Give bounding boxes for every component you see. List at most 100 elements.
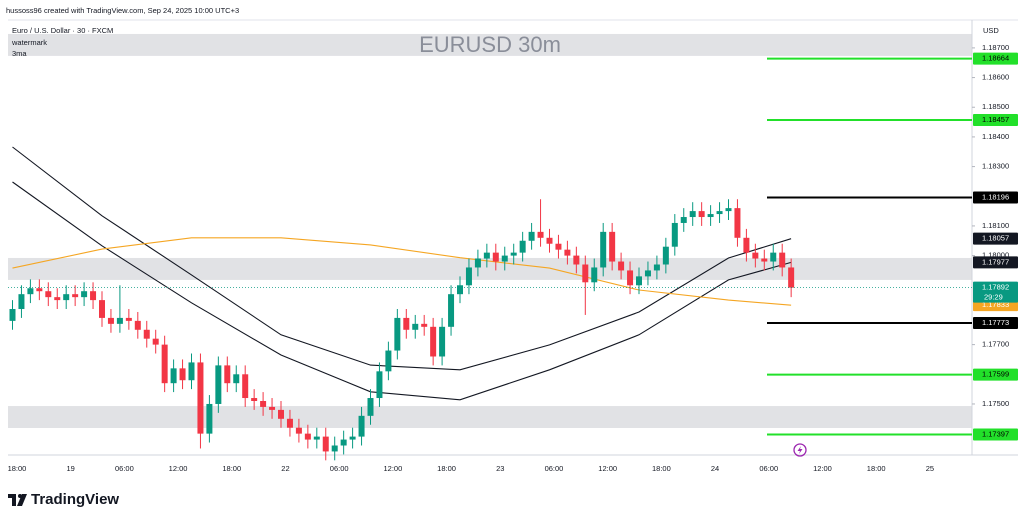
- candle-body: [107, 317, 114, 324]
- candle-body: [63, 294, 70, 301]
- level-label: 1.18664: [982, 54, 1009, 63]
- candle-body: [752, 252, 759, 259]
- brand: TradingView: [31, 491, 119, 508]
- candle-body: [501, 255, 508, 262]
- level-label: 1.17397: [982, 430, 1009, 439]
- ma-label: 1.17833: [982, 300, 1009, 309]
- zone: [8, 406, 972, 428]
- candle-body: [99, 300, 105, 318]
- candle-body: [591, 267, 598, 283]
- candle-body: [761, 258, 768, 262]
- candle-body: [779, 252, 786, 268]
- candle-body: [492, 252, 499, 262]
- candle-body: [188, 362, 195, 381]
- candle-body: [304, 433, 311, 440]
- candle-body: [689, 211, 696, 218]
- candle-body: [170, 368, 177, 384]
- level-label: 1.17773: [982, 318, 1009, 327]
- x-tick-label: 12:00: [383, 464, 402, 473]
- x-tick-label: 06:00: [115, 464, 134, 473]
- candle-body: [537, 231, 544, 238]
- candle-body: [349, 436, 356, 440]
- x-tick-label: 06:00: [545, 464, 564, 473]
- y-tick-label: 1.18500: [982, 102, 1009, 111]
- brand-logo: [8, 494, 27, 506]
- candle-body: [618, 261, 625, 271]
- candle-body: [36, 288, 43, 292]
- y-tick-label: 1.18300: [982, 162, 1009, 171]
- y-tick-label: 1.18100: [982, 221, 1009, 230]
- x-tick-label: 25: [926, 464, 934, 473]
- candle-body: [474, 258, 481, 268]
- y-tick-label: 1.17700: [982, 340, 1009, 349]
- candle-body: [242, 374, 249, 399]
- y-tick-label: 1.17500: [982, 399, 1009, 408]
- candle-body: [90, 291, 97, 301]
- candle-body: [636, 276, 642, 286]
- x-tick-label: 18:00: [8, 464, 27, 473]
- candle-body: [9, 309, 16, 321]
- candle-body: [278, 409, 284, 419]
- candle-body: [698, 211, 705, 218]
- candle-body: [653, 264, 660, 271]
- x-tick-label: 06:00: [330, 464, 349, 473]
- candle-body: [45, 291, 52, 298]
- x-tick-label: 12:00: [598, 464, 617, 473]
- candle-body: [725, 208, 732, 212]
- candle-body: [421, 323, 428, 327]
- candle-body: [439, 326, 446, 357]
- level-label: 1.18457: [982, 115, 1009, 124]
- level-label-bg: [973, 52, 1018, 65]
- candle-body: [519, 240, 526, 253]
- y-tick-label: 1.18600: [982, 73, 1009, 82]
- candle-body: [573, 255, 580, 265]
- watermark-title: EURUSD 30m: [419, 32, 561, 57]
- candle-body: [179, 368, 186, 381]
- candle-body: [72, 294, 79, 298]
- candle-body: [54, 297, 61, 301]
- candle-body: [412, 323, 419, 330]
- x-tick-label: 22: [281, 464, 289, 473]
- ma-label: 1.18057: [982, 234, 1009, 243]
- candle-body: [251, 398, 258, 401]
- moving-average: [12, 237, 792, 306]
- candle-body: [457, 285, 463, 295]
- candle-body: [322, 436, 329, 452]
- candle-body: [600, 231, 607, 268]
- candle-body: [680, 217, 687, 223]
- credit: hussoss96 created with TradingView.com, …: [6, 6, 239, 15]
- moving-average: [12, 181, 792, 401]
- candle-body: [233, 374, 240, 384]
- candle-body: [430, 326, 437, 357]
- candle-body: [788, 267, 795, 288]
- candle-body: [206, 403, 213, 434]
- candle-body: [340, 439, 347, 446]
- candle-body: [546, 237, 553, 244]
- candle-body: [197, 362, 204, 434]
- candle-body: [143, 329, 150, 339]
- candle-body: [644, 270, 651, 277]
- candle-body: [734, 208, 741, 238]
- x-tick-label: 19: [67, 464, 75, 473]
- lightning-icon: [793, 443, 807, 457]
- candle-body: [707, 214, 714, 218]
- candle-body: [555, 243, 562, 250]
- level-label-bg: [973, 191, 1018, 204]
- level-label-bg: [973, 368, 1018, 381]
- candle-body: [394, 317, 401, 351]
- candle-body: [582, 264, 589, 283]
- candle-body: [18, 294, 25, 310]
- currency: USD: [983, 26, 999, 35]
- x-tick-label: 12:00: [813, 464, 832, 473]
- candle-body: [81, 291, 88, 298]
- candle-body: [609, 231, 616, 262]
- candle-body: [510, 252, 517, 256]
- zone: [8, 33, 972, 56]
- candle-body: [260, 400, 267, 407]
- candle-body: [27, 288, 34, 295]
- candle-body: [483, 252, 490, 259]
- candle-body: [743, 237, 750, 253]
- candle-body: [224, 365, 231, 384]
- candle-body: [465, 267, 472, 286]
